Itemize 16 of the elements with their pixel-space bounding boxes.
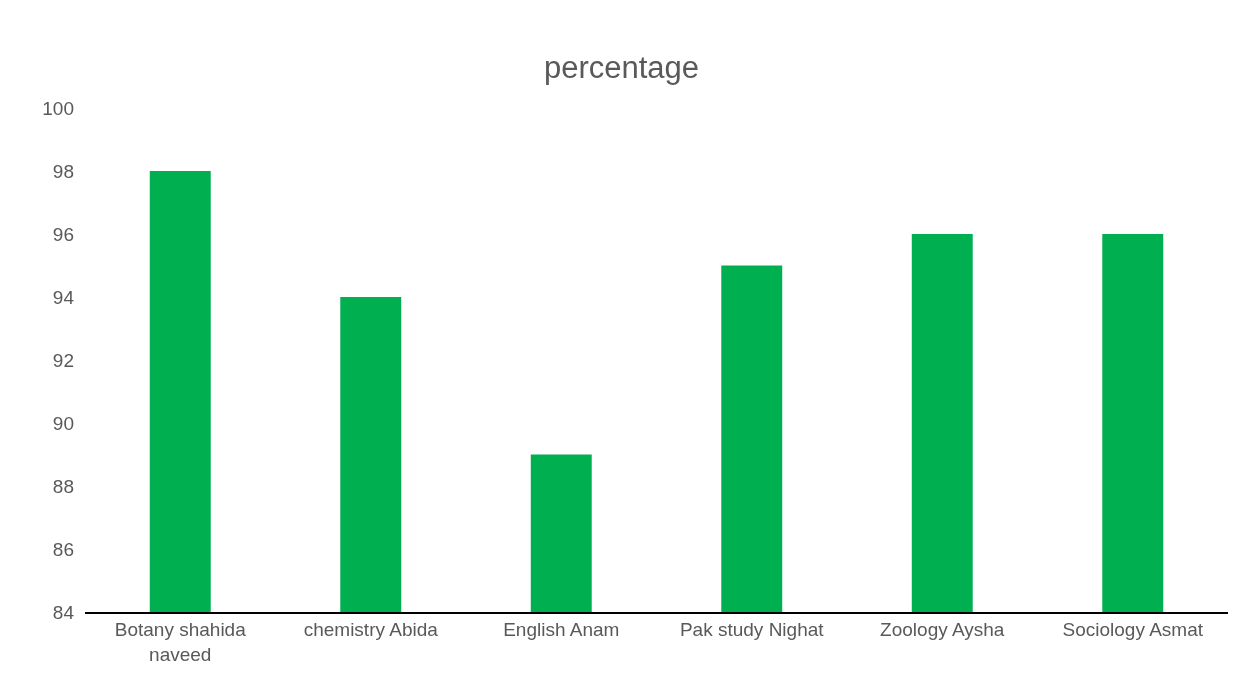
x-tick-label: chemistry Abida bbox=[303, 619, 439, 641]
y-tick-label: 84 bbox=[52, 601, 75, 623]
y-tick-label: 100 bbox=[42, 97, 74, 119]
x-tick-label: Sociology Asmat bbox=[1062, 619, 1204, 641]
x-tick-label: Zoology Aysha bbox=[880, 619, 1005, 641]
y-tick-label: 86 bbox=[52, 538, 74, 560]
y-tick-label: 94 bbox=[52, 286, 75, 308]
chart-title: percentage bbox=[543, 49, 700, 85]
x-tick-label: Botany shahida naveed bbox=[114, 619, 247, 665]
y-tick-label: 90 bbox=[52, 412, 74, 434]
x-tick-label: Pak study Nighat bbox=[679, 619, 825, 641]
y-tick-label: 98 bbox=[52, 160, 74, 182]
y-tick-label: 96 bbox=[52, 223, 74, 245]
y-tick-label: 88 bbox=[52, 475, 74, 497]
x-tick-label: English Anam bbox=[503, 619, 620, 641]
y-tick-label: 92 bbox=[52, 349, 74, 371]
